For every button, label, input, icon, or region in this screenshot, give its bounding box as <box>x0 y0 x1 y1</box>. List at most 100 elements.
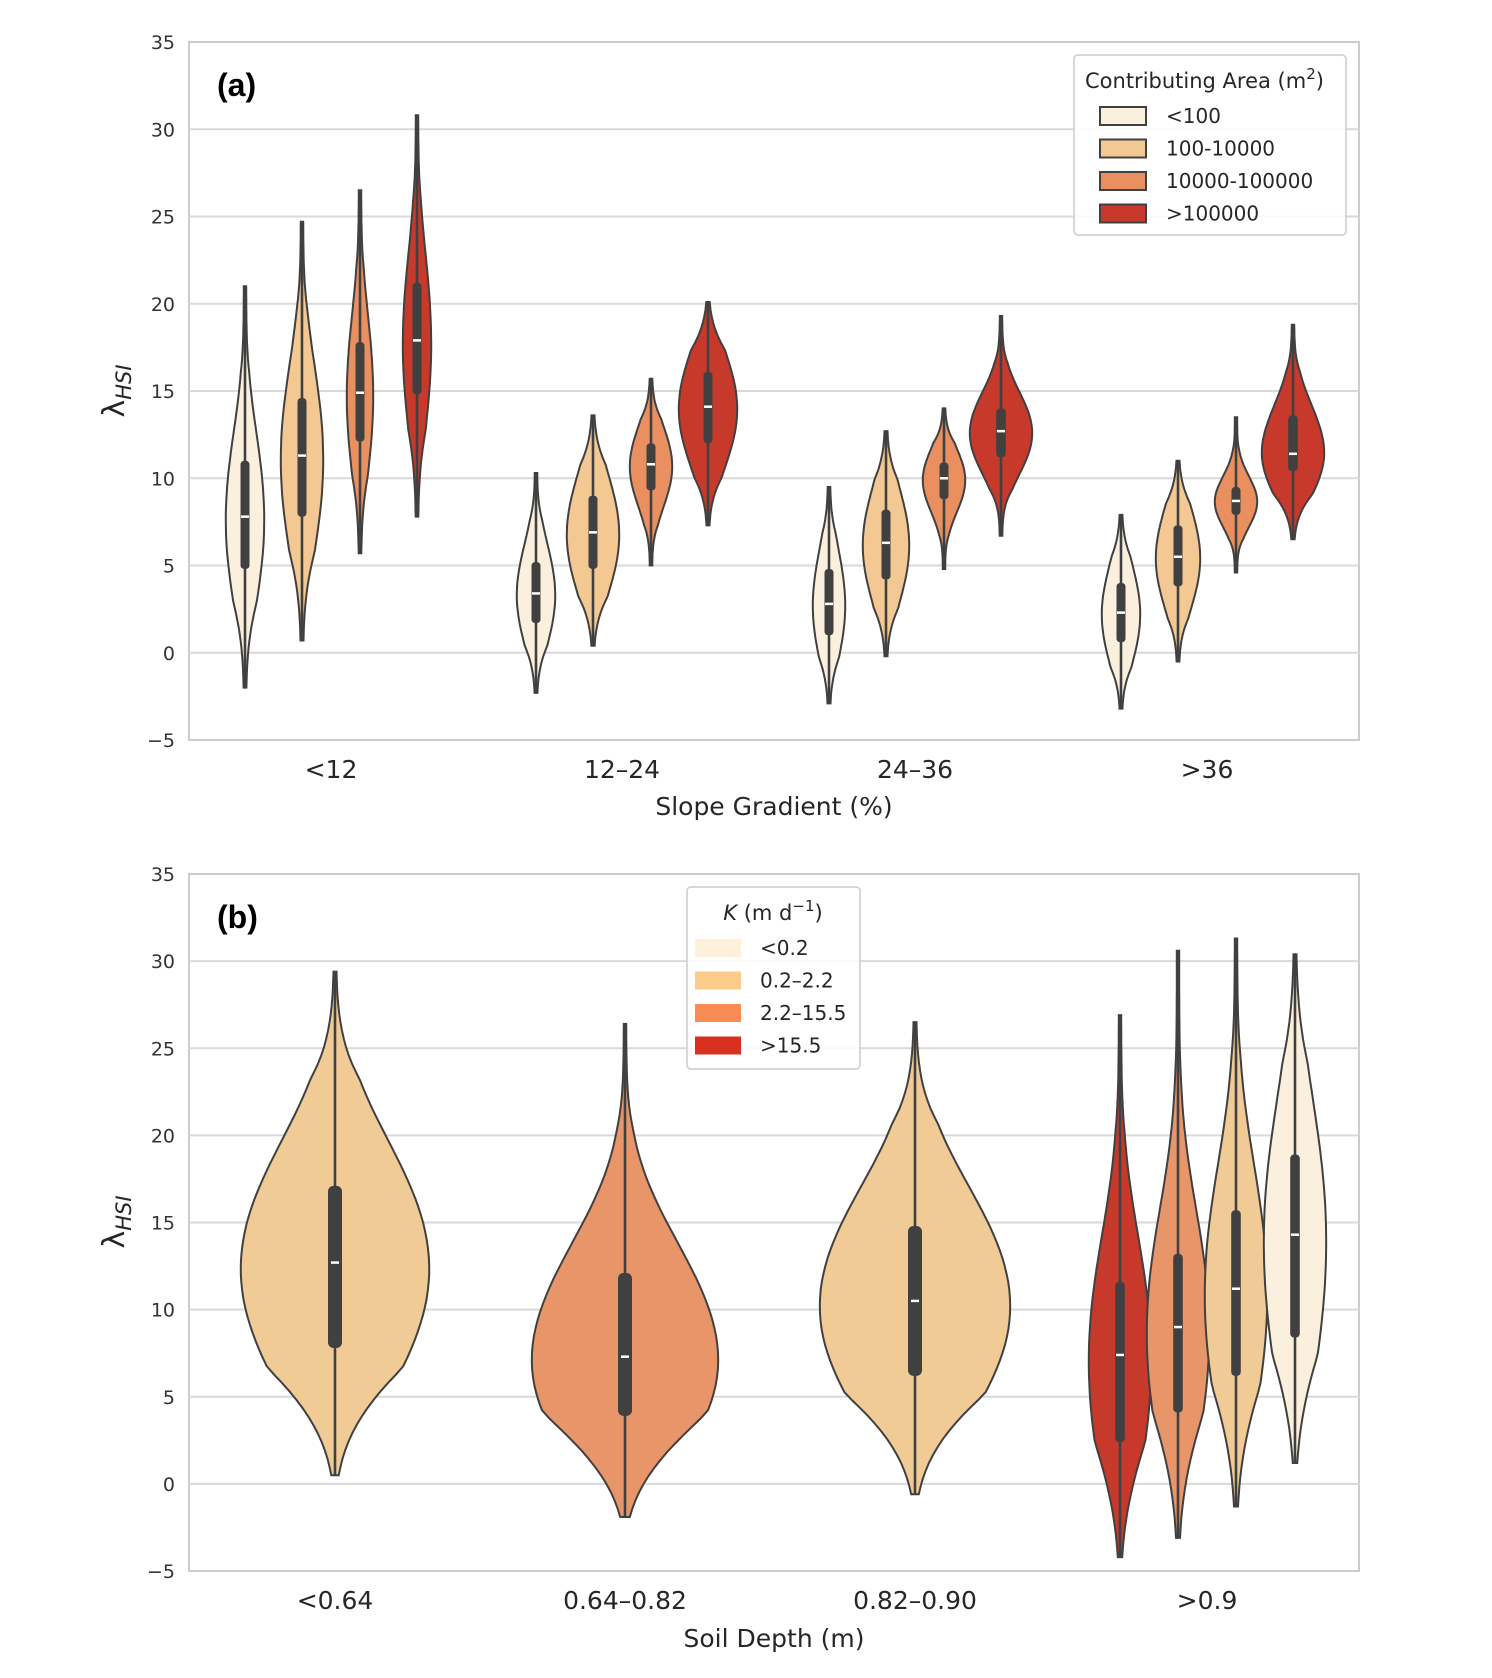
legend-entry: 2.2–15.5 <box>695 1001 846 1025</box>
legend-entry: <0.2 <box>695 936 809 960</box>
legend-label: 100-10000 <box>1166 137 1275 161</box>
violin-iqr-box <box>328 1185 342 1348</box>
panel-b: −5 0 5 10 15 20 25 30 35 <0.64 0.64–0.82 0.82–0.90… <box>97 864 1360 1653</box>
panel-a-y-ticks: −5 0 5 10 15 20 25 30 35 <box>147 32 175 752</box>
y-tick-label: 10 <box>151 468 175 490</box>
violin <box>1262 953 1328 1464</box>
y-tick-label: 5 <box>163 556 175 578</box>
panel-b-violins <box>239 937 1328 1559</box>
legend-entry: >100000 <box>1099 202 1259 226</box>
y-tick-label: 25 <box>151 207 175 229</box>
panel-b-legend-title-italic: K <box>723 901 739 925</box>
legend-label: >100000 <box>1166 202 1259 226</box>
y-tick-label: 20 <box>151 294 175 316</box>
x-tick-label: <0.64 <box>297 1586 374 1615</box>
y-tick-label: 0 <box>163 643 175 665</box>
y-tick-label: 25 <box>151 1038 175 1060</box>
panel-a-y-axis-label-sub: HSI <box>112 364 136 399</box>
legend-entry: >15.5 <box>695 1034 821 1058</box>
panel-b-y-axis-label-base: λ <box>97 1231 132 1249</box>
panel-b-y-axis-label: λHSI <box>97 1195 136 1248</box>
legend-entry: 0.2–2.2 <box>695 969 834 993</box>
violin-iqr-box <box>297 397 307 517</box>
y-tick-label: −5 <box>147 730 175 752</box>
violin <box>239 970 431 1477</box>
violin-iqr-box <box>996 408 1006 458</box>
y-tick-label: −5 <box>147 1561 175 1583</box>
violin <box>1087 1014 1153 1559</box>
panel-a-label: (a) <box>217 67 256 103</box>
panel-b-legend: K (m d−1) <0.2 0.2–2.2 2.2–15.5 >15.5 <box>686 886 861 1070</box>
legend-swatch <box>695 939 741 957</box>
x-tick-label: >36 <box>1181 755 1234 784</box>
panel-a-legend-entries: <100 100-10000 10000-100000 >100000 <box>1099 104 1313 226</box>
panel-a-legend-title-sup: 2 <box>1306 65 1316 83</box>
violin <box>224 285 266 689</box>
x-tick-label: >0.9 <box>1177 1586 1238 1615</box>
panel-a-legend-title-end: ) <box>1316 69 1324 93</box>
y-tick-label: 0 <box>163 1474 175 1496</box>
panel-b-legend-title-end: ) <box>815 901 823 925</box>
panel-b-legend-title-main: (m d <box>737 901 792 925</box>
violin <box>1100 513 1142 710</box>
panel-b-y-ticks: −5 0 5 10 15 20 25 30 35 <box>147 864 175 1583</box>
panel-b-x-axis-label: Soil Depth (m) <box>684 1624 865 1653</box>
legend-label: >15.5 <box>760 1034 821 1058</box>
legend-swatch <box>695 1004 741 1022</box>
violin-iqr-box <box>618 1273 632 1416</box>
violin-iqr-box <box>646 443 656 491</box>
panel-a-x-axis-label: Slope Gradient (%) <box>655 792 892 821</box>
legend-label: 0.2–2.2 <box>760 969 834 993</box>
panel-a-violins <box>224 114 1326 710</box>
panel-b-legend-entries: <0.2 0.2–2.2 2.2–15.5 >15.5 <box>695 936 846 1058</box>
legend-label: <0.2 <box>760 936 809 960</box>
y-tick-label: 15 <box>151 1213 175 1235</box>
x-tick-label: 0.64–0.82 <box>563 1586 687 1615</box>
violin <box>1260 323 1326 541</box>
panel-a: −5 0 5 10 15 20 25 30 35 <12 12–24 24–36 >36 (a) Sl… <box>97 32 1360 821</box>
y-tick-label: 10 <box>151 1300 175 1322</box>
violin-iqr-box <box>939 462 949 500</box>
violin <box>861 430 911 658</box>
legend-swatch <box>1099 106 1147 126</box>
legend-swatch <box>1099 138 1147 159</box>
violin <box>1213 416 1259 574</box>
x-tick-label: 24–36 <box>877 755 953 784</box>
panel-a-legend-title-main: Contributing Area (m <box>1085 69 1306 93</box>
y-tick-label: 35 <box>151 864 175 886</box>
violin <box>818 1021 1012 1496</box>
panel-b-y-axis-label-sub: HSI <box>112 1195 136 1230</box>
legend-swatch <box>695 1036 741 1055</box>
panel-a-x-ticks: <12 12–24 24–36 >36 <box>305 755 1234 784</box>
panel-a-legend: Contributing Area (m2) <100 100-10000 1000… <box>1073 54 1347 236</box>
panel-b-legend-title: K (m d−1) <box>723 897 822 925</box>
violin <box>1154 459 1202 663</box>
x-tick-label: 12–24 <box>584 755 660 784</box>
y-tick-label: 30 <box>151 119 175 141</box>
y-tick-label: 15 <box>151 381 175 403</box>
legend-entry: 100-10000 <box>1099 137 1275 161</box>
panel-a-y-axis-label: λHSI <box>97 364 136 417</box>
legend-entry: <100 <box>1099 104 1221 128</box>
violin <box>345 189 375 555</box>
y-tick-label: 20 <box>151 1125 175 1147</box>
panel-b-legend-frame <box>686 886 861 1070</box>
y-tick-label: 5 <box>163 1387 175 1409</box>
legend-entry: 10000-100000 <box>1099 169 1313 193</box>
x-tick-label: <12 <box>305 755 358 784</box>
violin <box>1203 937 1269 1508</box>
legend-label: 10000-100000 <box>1166 169 1313 193</box>
violin-iqr-box <box>1173 1253 1183 1413</box>
violin <box>968 315 1034 537</box>
panel-b-label: (b) <box>217 899 258 935</box>
panel-b-legend-title-sup: −1 <box>792 897 814 915</box>
violin-iqr-box <box>1231 1210 1241 1376</box>
violin-iqr-box <box>412 282 422 395</box>
legend-swatch <box>1099 203 1147 224</box>
panel-a-legend-title: Contributing Area (m2) <box>1085 65 1324 93</box>
y-tick-label: 35 <box>151 32 175 54</box>
violin <box>677 301 739 527</box>
violin-iqr-box <box>240 460 250 569</box>
legend-swatch <box>695 971 741 990</box>
